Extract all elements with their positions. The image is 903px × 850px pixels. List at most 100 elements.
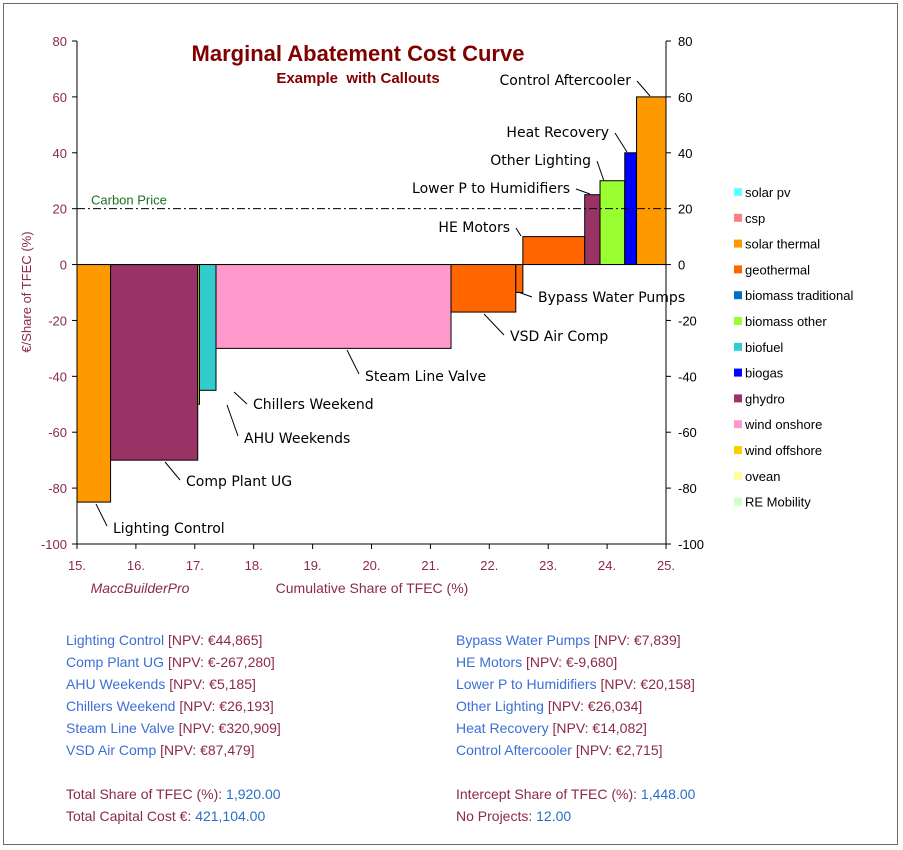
y-tick-label-right: 80: [678, 34, 692, 49]
callout-label: Steam Line Valve: [365, 369, 486, 385]
y-tick-label-right: -40: [678, 369, 697, 384]
x-tick-label: 21.: [421, 558, 439, 573]
project-npv: [NPV: €2,715]: [575, 742, 663, 758]
x-tick-label: 18.: [245, 558, 263, 573]
project-list-left: Lighting Control [NPV: €44,865] Comp Plan…: [66, 629, 281, 761]
project-npv: [NPV: €26,193]: [179, 698, 274, 714]
legend-swatch: [734, 342, 742, 351]
callout-label: AHU Weekends: [244, 431, 350, 447]
project-row: Comp Plant UG [NPV: €-267,280]: [66, 651, 281, 673]
summary-left: Total Share of TFEC (%): 1,920.00 Total …: [66, 783, 281, 827]
bar-lower-p-to-humidifiers: [584, 194, 601, 266]
project-row: AHU Weekends [NPV: €5,185]: [66, 673, 281, 695]
callout-leader: [233, 391, 248, 405]
legend-swatch: [734, 446, 742, 454]
legend-swatch: [734, 497, 742, 506]
y-tick-label-right: -60: [678, 425, 697, 440]
legend-swatch: [734, 420, 742, 429]
legend-swatch: [734, 188, 742, 196]
legend-swatch: [734, 317, 742, 325]
callout-leader: [226, 404, 239, 437]
callout-label: VSD Air Comp: [510, 329, 608, 345]
project-npv: [NPV: €14,082]: [552, 720, 647, 736]
project-name: HE Motors: [456, 654, 523, 670]
project-name: AHU Weekends: [66, 676, 166, 692]
bar-bypass-water-pumps: [515, 264, 524, 293]
total-share-value: 1,920.00: [226, 786, 281, 802]
project-row: Control Aftercooler [NPV: €2,715]: [456, 739, 695, 761]
project-row: Bypass Water Pumps [NPV: €7,839]: [456, 629, 695, 651]
project-npv: [NPV: €87,479]: [160, 742, 255, 758]
y-tick-label-left: 0: [60, 258, 67, 273]
y-tick-label-left: -100: [41, 537, 67, 552]
project-npv: [NPV: €44,865]: [167, 632, 263, 648]
legend-swatch: [734, 368, 742, 377]
x-tick-label: 25.: [657, 558, 675, 573]
callout-label: Control Aftercooler: [500, 73, 632, 89]
callout-leader: [575, 188, 591, 195]
x-tick-label: 16.: [127, 558, 145, 573]
x-tick-label: 19.: [304, 558, 322, 573]
bar-comp-plant-ug: [110, 264, 199, 461]
y-tick-label-right: -100: [678, 537, 704, 552]
callout-leader: [517, 291, 533, 298]
callout-label: HE Motors: [438, 220, 510, 236]
capital-cost-label: Total Capital Cost €:: [66, 808, 192, 824]
legend-label: biomass traditional: [745, 288, 853, 303]
callout-leader: [515, 227, 522, 237]
legend-label: wind onshore: [744, 417, 822, 432]
callout-leader: [483, 313, 505, 336]
callout-leader: [164, 461, 181, 481]
intercept-label: Intercept Share of TFEC (%):: [456, 786, 638, 802]
project-row: Other Lighting [NPV: €26,034]: [456, 695, 695, 717]
bar-vsd-air-comp: [450, 264, 517, 313]
project-list-right: Bypass Water Pumps [NPV: €7,839] HE Motor…: [456, 629, 695, 761]
y-tick-label-left: -20: [48, 313, 67, 328]
y-tick-label-right: -80: [678, 481, 697, 496]
project-name: Lower P to Humidifiers: [456, 676, 597, 692]
callout-leader: [614, 132, 628, 153]
legend-label: ghydro: [745, 391, 785, 406]
y-tick-label-right: 40: [678, 146, 692, 161]
capital-cost-value: 421,104.00: [195, 808, 266, 824]
project-name: Steam Line Valve: [66, 720, 175, 736]
legend-label: wind offshore: [744, 443, 822, 458]
bar-steam-line-valve: [215, 264, 452, 349]
callout-label: Lower P to Humidifiers: [412, 181, 570, 197]
legend-label: ovean: [745, 469, 780, 484]
legend-label: biofuel: [745, 340, 783, 355]
macc-chart: 80 80 60 60 40 40 20 20 0 0 -20 -20 -40 -40 -60 -60 -80 -…: [19, 34, 853, 596]
y-tick-label-left: 60: [53, 90, 67, 105]
projects-count-label: No Projects:: [456, 808, 533, 824]
y-tick-label-left: 40: [53, 146, 67, 161]
x-tick-label: 15.: [68, 558, 86, 573]
y-tick-label-left: -80: [48, 481, 67, 496]
project-npv: [NPV: €-9,680]: [526, 654, 618, 670]
x-tick-label: 22.: [480, 558, 498, 573]
project-row: VSD Air Comp [NPV: €87,479]: [66, 739, 281, 761]
x-tick-label: 23.: [539, 558, 557, 573]
callout-leader: [596, 160, 605, 182]
project-npv: [NPV: €20,158]: [600, 676, 695, 692]
x-tick-label: 17.: [186, 558, 204, 573]
project-name: Heat Recovery: [456, 720, 549, 736]
bar-other-lighting: [599, 180, 626, 266]
legend-label: solar pv: [745, 185, 791, 200]
project-npv: [NPV: €-267,280]: [167, 654, 275, 670]
project-npv: [NPV: €7,839]: [593, 632, 681, 648]
summary-right: Intercept Share of TFEC (%): 1,448.00 No…: [456, 783, 695, 827]
project-name: Chillers Weekend: [66, 698, 176, 714]
x-tick-label: 20.: [362, 558, 380, 573]
intercept-value: 1,448.00: [640, 786, 696, 802]
project-row: Lighting Control [NPV: €44,865]: [66, 629, 281, 651]
legend-label: solar thermal: [745, 237, 820, 252]
legend-label: csp: [745, 211, 765, 226]
callout-label: Lighting Control: [113, 521, 225, 537]
callout-leader: [636, 80, 651, 97]
legend-swatch: [734, 265, 742, 274]
total-share-label: Total Share of TFEC (%):: [66, 786, 223, 802]
chart-title: Marginal Abatement Cost Curve: [192, 41, 525, 66]
project-name: Control Aftercooler: [456, 742, 572, 758]
project-row: HE Motors [NPV: €-9,680]: [456, 651, 695, 673]
projects-count-value: 12.00: [536, 808, 572, 824]
